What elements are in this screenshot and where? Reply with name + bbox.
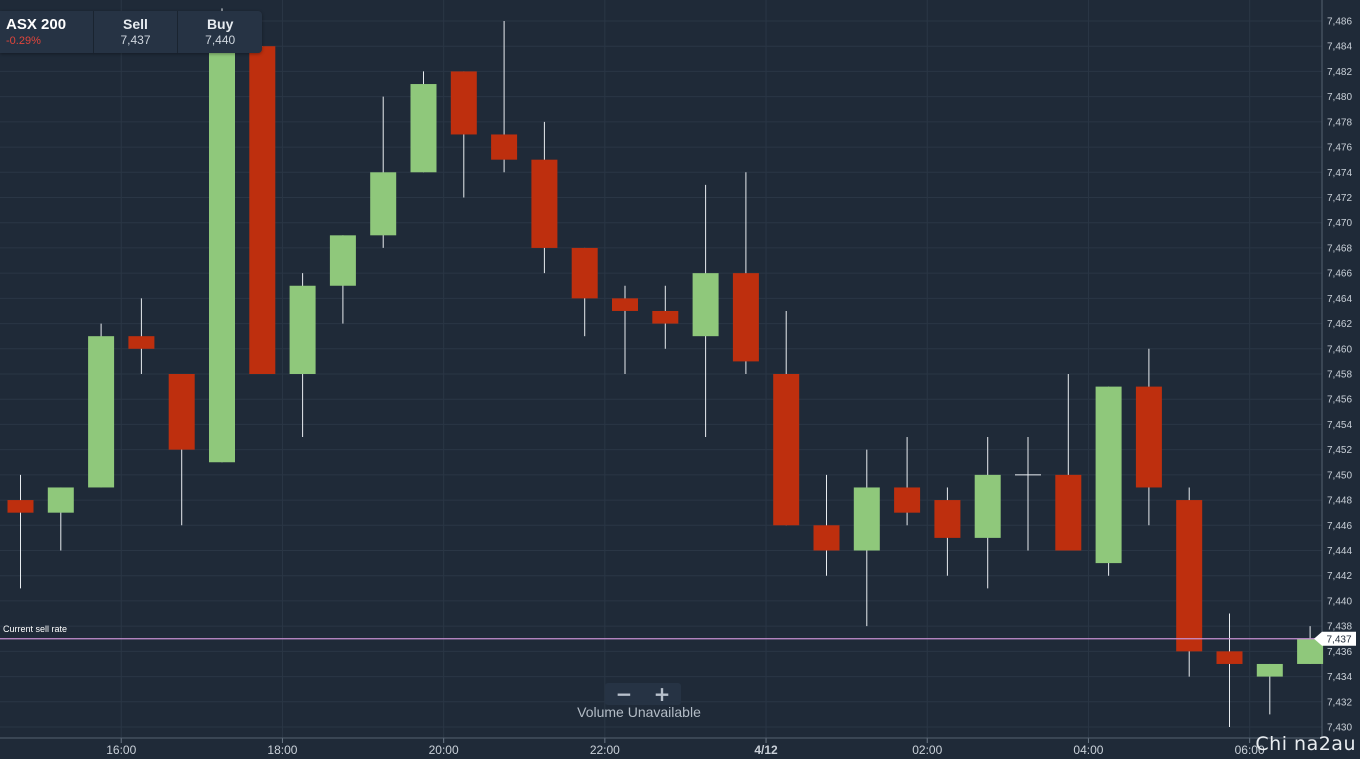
y-tick-label: 7,430 xyxy=(1327,723,1352,734)
y-tick-label: 7,436 xyxy=(1327,647,1352,658)
y-tick-label: 7,480 xyxy=(1327,92,1352,103)
candle-body-down[interactable] xyxy=(652,310,679,324)
candle-body-down[interactable] xyxy=(612,298,638,311)
candle-body-down[interactable] xyxy=(128,336,155,349)
current-rate-value: 7,437 xyxy=(1326,634,1351,645)
x-tick-label: 16:00 xyxy=(106,743,136,757)
candle-body-up[interactable] xyxy=(289,285,316,374)
x-tick-label: 22:00 xyxy=(590,743,620,757)
candle-body-up[interactable] xyxy=(1297,638,1324,664)
candle-body-down[interactable] xyxy=(1055,474,1082,551)
y-tick-label: 7,458 xyxy=(1327,370,1352,381)
candle-body-down[interactable] xyxy=(894,487,921,513)
y-tick-label: 7,444 xyxy=(1327,546,1352,557)
y-tick-label: 7,484 xyxy=(1327,42,1352,53)
y-tick-label: 7,468 xyxy=(1327,243,1352,254)
candle-body-down[interactable] xyxy=(450,71,477,135)
candle-body-up[interactable] xyxy=(974,474,1001,538)
candle-body-up[interactable] xyxy=(47,487,74,513)
y-tick-label: 7,466 xyxy=(1327,269,1352,280)
y-tick-label: 7,456 xyxy=(1327,395,1352,406)
ticker-panel: ASX 200 -0.29% Sell 7,437 Buy 7,440 xyxy=(0,11,262,53)
sell-button[interactable]: Sell 7,437 xyxy=(92,11,178,53)
y-tick-label: 7,470 xyxy=(1327,218,1352,229)
candle-body-down[interactable] xyxy=(7,500,34,513)
buy-button[interactable]: Buy 7,440 xyxy=(177,11,262,53)
y-tick-label: 7,452 xyxy=(1327,445,1352,456)
buy-label: Buy xyxy=(206,16,234,32)
candle-body-down[interactable] xyxy=(1176,500,1203,652)
current-sell-rate-label: Current sell rate xyxy=(3,624,67,634)
zoom-in-button[interactable]: + xyxy=(643,683,681,705)
y-tick-label: 7,460 xyxy=(1327,344,1352,355)
instrument-cell: ASX 200 -0.29% xyxy=(0,11,93,53)
candle-body-up[interactable] xyxy=(88,336,115,488)
x-tick-label: 18:00 xyxy=(267,743,297,757)
candle-body-down[interactable] xyxy=(571,247,598,299)
candle-body-up[interactable] xyxy=(370,172,397,236)
x-tick-label: 06:00 xyxy=(1235,743,1265,757)
y-tick-label: 7,482 xyxy=(1327,67,1352,78)
y-tick-label: 7,476 xyxy=(1327,143,1352,154)
candle-body-up[interactable] xyxy=(1095,386,1122,564)
watermark: Chi na2au xyxy=(1255,733,1356,755)
y-tick-label: 7,448 xyxy=(1327,496,1352,507)
y-tick-label: 7,462 xyxy=(1327,319,1352,330)
price-change: -0.29% xyxy=(6,35,41,47)
zoom-controls: − + xyxy=(605,683,681,705)
y-tick-label: 7,434 xyxy=(1327,672,1352,683)
candle-body-down[interactable] xyxy=(491,134,518,160)
x-tick-label: 04:00 xyxy=(1073,743,1103,757)
candle-body-up[interactable] xyxy=(410,84,437,173)
candle-body-up[interactable] xyxy=(1256,663,1283,677)
x-tick-label: 02:00 xyxy=(912,743,942,757)
candle-body-down[interactable] xyxy=(531,159,558,248)
candle-body-up[interactable] xyxy=(1015,474,1041,476)
y-tick-label: 7,486 xyxy=(1327,17,1352,28)
y-tick-label: 7,440 xyxy=(1327,596,1352,607)
candle-body-up[interactable] xyxy=(853,487,880,551)
candle-body-down[interactable] xyxy=(1135,386,1162,488)
y-tick-label: 7,474 xyxy=(1327,168,1352,179)
candle-body-down[interactable] xyxy=(249,46,276,374)
candle-body-up[interactable] xyxy=(209,46,235,463)
y-tick-label: 7,450 xyxy=(1327,470,1352,481)
sell-label: Sell xyxy=(123,16,148,32)
instrument-name: ASX 200 xyxy=(6,16,67,33)
y-tick-label: 7,438 xyxy=(1327,622,1352,633)
current-rate-marker xyxy=(1314,631,1356,646)
y-tick-label: 7,478 xyxy=(1327,117,1352,128)
volume-status: Volume Unavailable xyxy=(577,704,701,720)
y-tick-label: 7,446 xyxy=(1327,521,1352,532)
y-tick-label: 7,464 xyxy=(1327,294,1352,305)
x-tick-label: 4/12 xyxy=(754,743,778,757)
buy-value: 7,440 xyxy=(205,33,236,47)
sell-value: 7,437 xyxy=(120,33,151,47)
x-tick-label: 20:00 xyxy=(429,743,459,757)
candle-body-up[interactable] xyxy=(692,273,719,337)
y-tick-label: 7,472 xyxy=(1327,193,1352,204)
candle-body-up[interactable] xyxy=(329,235,356,286)
y-tick-label: 7,432 xyxy=(1327,697,1352,708)
zoom-out-button[interactable]: − xyxy=(605,683,643,705)
y-tick-label: 7,454 xyxy=(1327,420,1352,431)
candle-body-down[interactable] xyxy=(168,374,195,450)
candle-body-down[interactable] xyxy=(732,273,759,362)
candle-body-down[interactable] xyxy=(934,500,961,538)
candle-body-down[interactable] xyxy=(1216,651,1243,664)
candle-body-down[interactable] xyxy=(773,374,800,526)
y-tick-label: 7,442 xyxy=(1327,571,1352,582)
candle-body-down[interactable] xyxy=(813,525,840,551)
